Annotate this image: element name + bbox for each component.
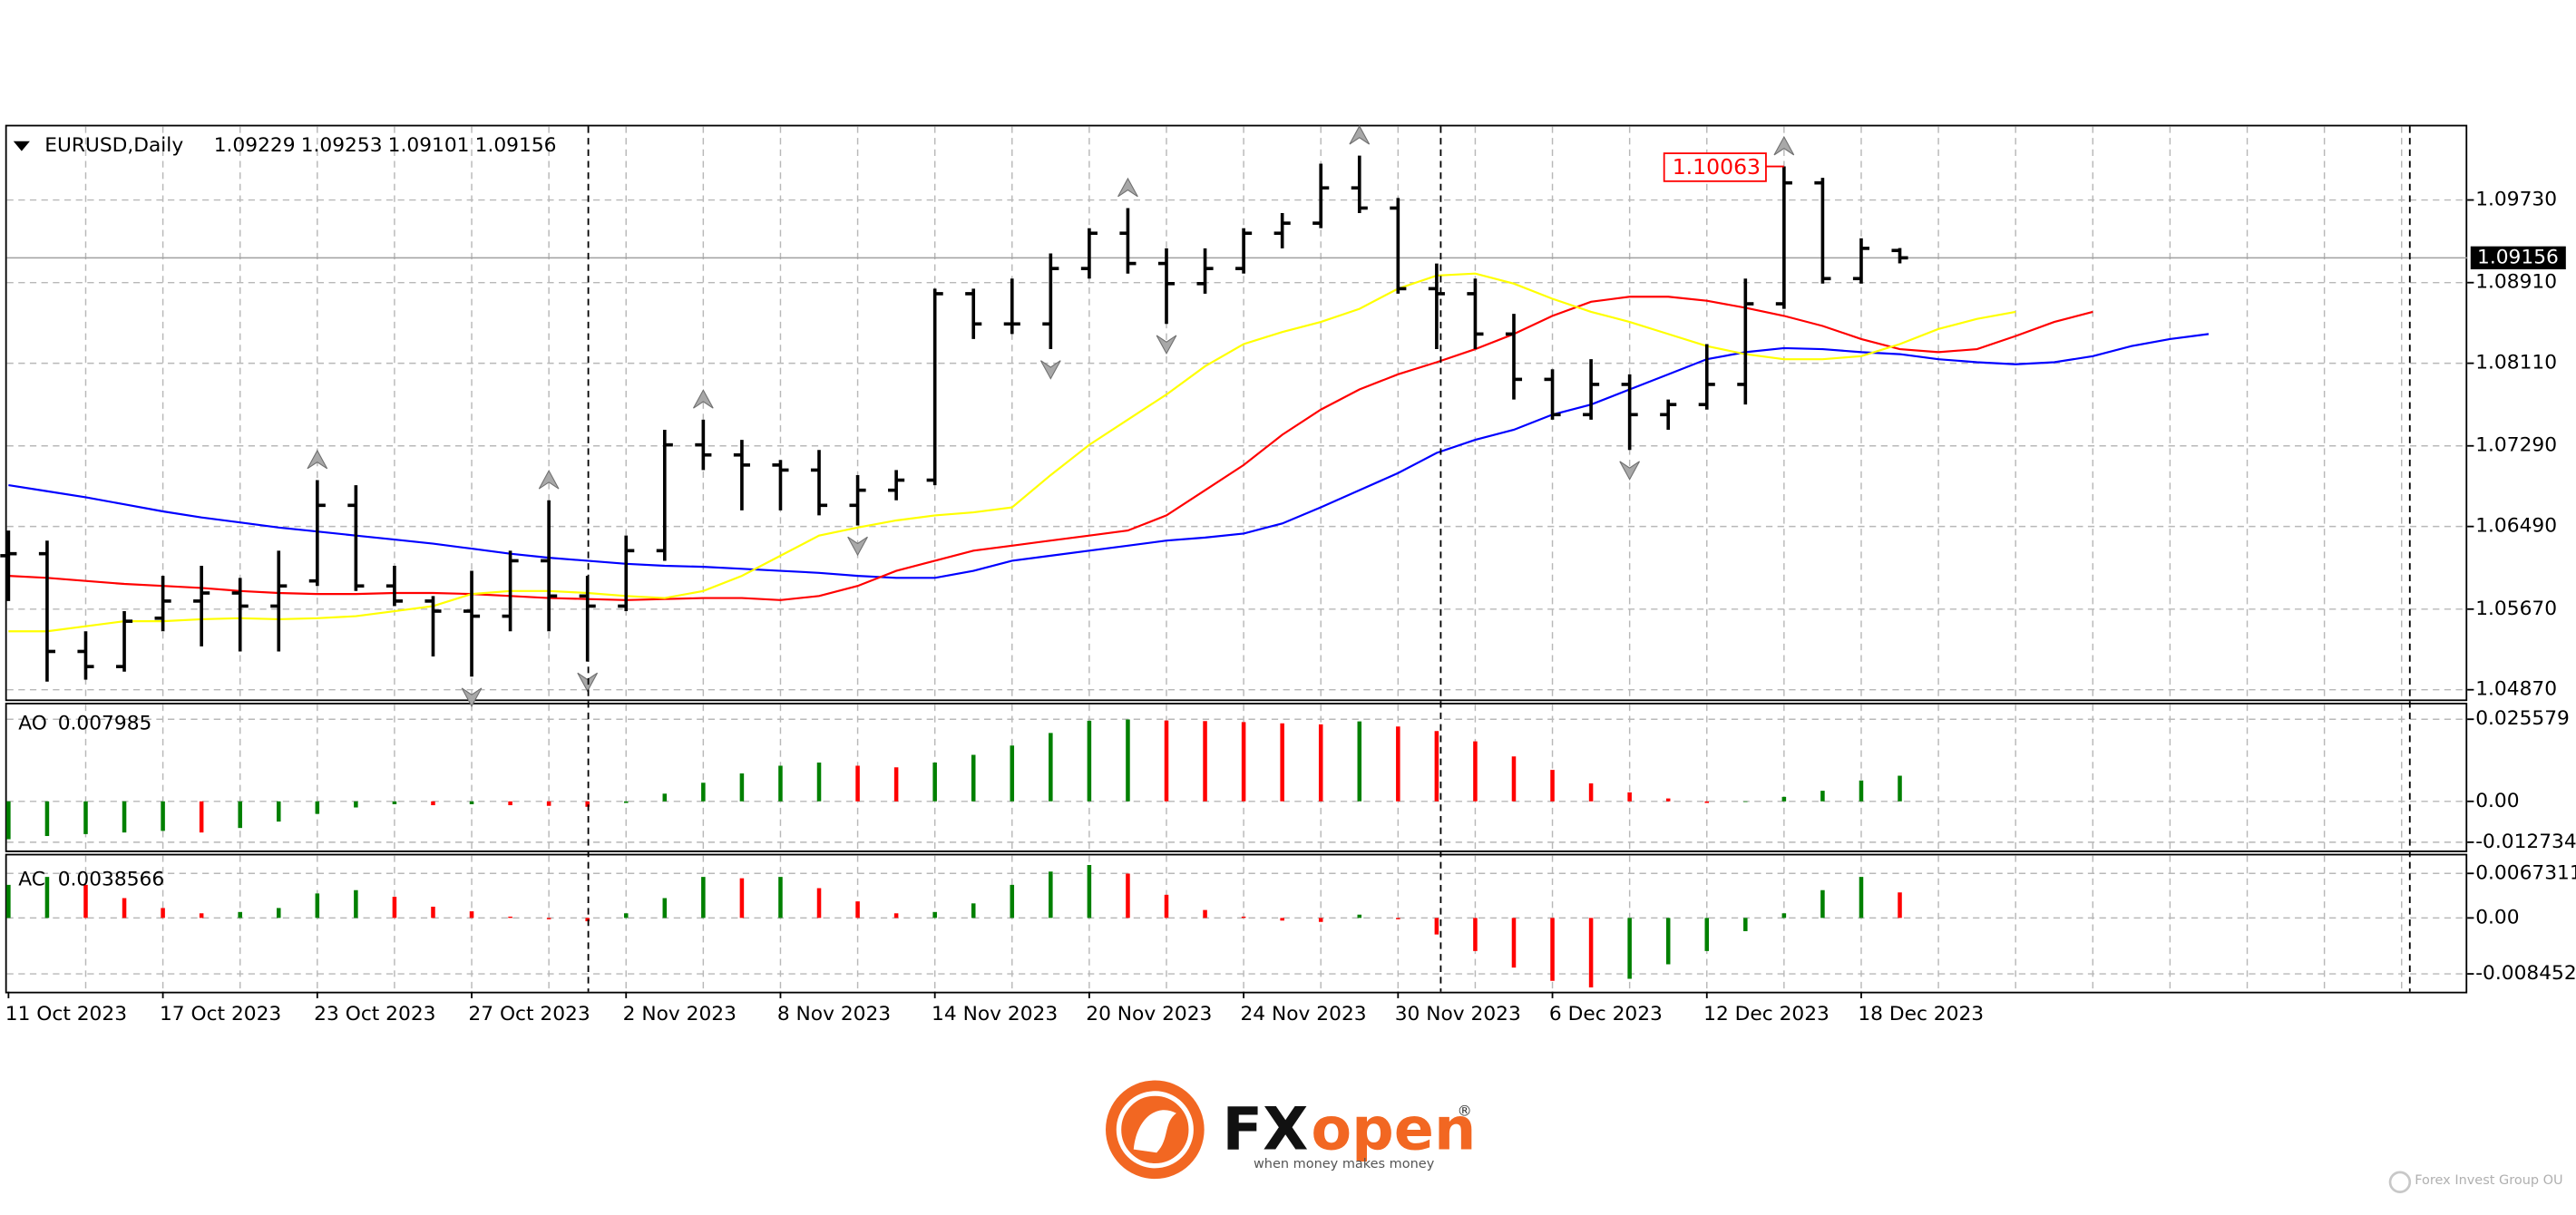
fractal-up (307, 449, 328, 470)
ac-label: AC (18, 869, 45, 891)
fractal-up (538, 470, 560, 490)
company-icon (2388, 1171, 2412, 1194)
ao-label: AO (18, 713, 47, 735)
x-tick-label: 2 Nov 2023 (623, 1003, 737, 1025)
fractal-up (693, 389, 714, 409)
y-tick-label: 0.00 (2475, 790, 2519, 812)
logo-fx: FX (1223, 1095, 1309, 1164)
main-panel (5, 124, 2468, 702)
y-tick-label: 1.06490 (2475, 515, 2557, 538)
fractal-up (1117, 177, 1138, 198)
ma-line (8, 333, 2210, 579)
logo-open: open (1311, 1095, 1476, 1164)
y-tick-label: 0.025579 (2475, 707, 2570, 730)
price-label-box (2470, 246, 2566, 270)
plot-layer: 1.04870 1.05670 1.06490 1.07290 1.08110 1.089… (0, 124, 2576, 1025)
header-open: 1.09229 (214, 134, 296, 157)
annotation-box (1663, 152, 1767, 182)
x-tick-label: 6 Dec 2023 (1549, 1003, 1663, 1025)
x-tick-label: 20 Nov 2023 (1086, 1003, 1212, 1025)
y-tick-label: 1.09730 (2475, 189, 2557, 211)
fractal-down (847, 536, 868, 557)
header-low: 1.09101 (388, 134, 470, 157)
x-tick-label: 24 Nov 2023 (1240, 1003, 1366, 1025)
y-tick-label: -0.012734 (2475, 831, 2576, 853)
y-tick-label: -0.008452 (2475, 962, 2576, 985)
x-tick-label: 12 Dec 2023 (1703, 1003, 1830, 1025)
y-tick-label: 1.04870 (2475, 678, 2557, 701)
y-tick-label: 1.05670 (2475, 598, 2557, 620)
ac-value: 0.0038566 (58, 869, 164, 891)
y-tick-label: 1.08110 (2475, 352, 2557, 374)
company-name: Forex Invest Group OU (2415, 1173, 2562, 1188)
y-tick-label: 0.00 (2475, 906, 2519, 928)
x-tick-label: 27 Oct 2023 (468, 1003, 590, 1025)
header-high: 1.09253 (301, 134, 383, 157)
logo-registered: ® (1458, 1102, 1472, 1119)
y-tick-label: 0.0067311 (2475, 861, 2576, 884)
y-tick-label: 1.08910 (2475, 271, 2557, 294)
fractal-up (1349, 124, 1371, 145)
x-tick-label: 18 Dec 2023 (1858, 1003, 1984, 1025)
price-label: 1.09156 (2477, 246, 2559, 268)
y-tick-label: 1.07290 (2475, 434, 2557, 457)
x-tick-label: 17 Oct 2023 (160, 1003, 281, 1025)
x-tick-label: 8 Nov 2023 (777, 1003, 891, 1025)
logo-lion (1133, 1110, 1176, 1153)
dropdown-triangle[interactable] (13, 141, 30, 151)
ma-line (8, 272, 2016, 633)
fractal-down (1039, 360, 1061, 380)
symbol-title: EURUSD,Daily (44, 134, 183, 157)
ac-panel (5, 853, 2468, 994)
ao-value: 0.007985 (58, 713, 152, 735)
x-tick-label: 14 Nov 2023 (932, 1003, 1058, 1025)
annotation-label: 1.10063 (1673, 154, 1761, 180)
fractal-down (1619, 461, 1640, 481)
logo-emblem-ring (1116, 1091, 1194, 1169)
fractal-down (461, 687, 483, 707)
fractal-up (1773, 135, 1795, 156)
logo-tagline: when money makes money (1254, 1157, 1435, 1171)
ao-panel (5, 703, 2468, 852)
x-tick-label: 11 Oct 2023 (5, 1003, 127, 1025)
x-tick-label: 23 Oct 2023 (314, 1003, 435, 1025)
fractal-down (1156, 335, 1177, 355)
header-close: 1.09156 (475, 134, 557, 157)
x-tick-label: 30 Nov 2023 (1395, 1003, 1521, 1025)
